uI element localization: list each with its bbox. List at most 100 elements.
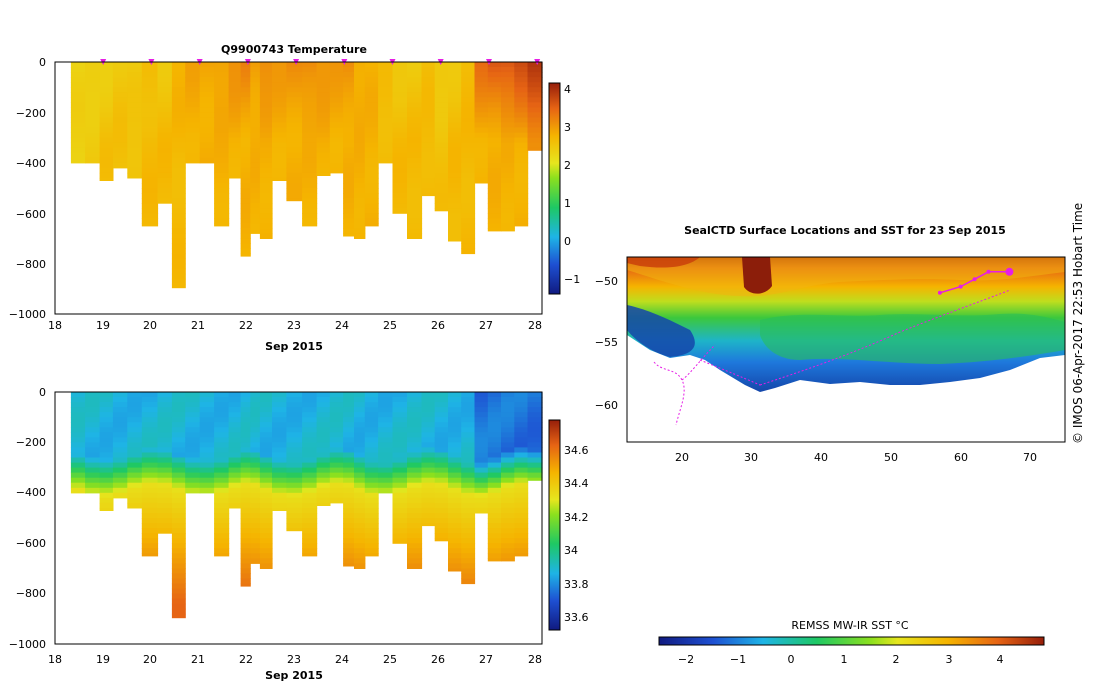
salinity-cell (434, 437, 449, 443)
temperature-cell (272, 112, 288, 118)
temperature-cell (407, 122, 423, 129)
temperature-colorbar: −1 0 1 2 3 4 (548, 82, 580, 295)
salinity-cell (127, 502, 143, 509)
salinity-cell (141, 447, 159, 453)
salinity-cell (448, 457, 462, 464)
temperature-cell (214, 188, 230, 194)
temperature-cell (240, 203, 251, 209)
salinity-cell (70, 412, 86, 418)
salinity-cell (272, 477, 288, 484)
temperature-cell (85, 62, 101, 68)
temperature-cell (250, 67, 261, 73)
temperature-cell (272, 117, 288, 123)
temperature-cell (259, 82, 273, 88)
salinity-cell (259, 553, 273, 559)
temperature-cell (302, 92, 318, 98)
salinity-cell (316, 472, 331, 479)
temperature-cell (302, 208, 318, 214)
salinity-cell (378, 452, 394, 459)
temperature-cell (85, 97, 101, 103)
temperature-cell (434, 87, 449, 93)
salinity-cell (461, 578, 476, 585)
temperature-cell (70, 157, 86, 164)
temperature-cell (354, 177, 366, 184)
temperature-cell (448, 112, 462, 118)
salinity-cell (461, 533, 476, 539)
temperature-cell (487, 127, 502, 134)
temperature-cell (302, 132, 318, 139)
salinity-cell (514, 528, 529, 534)
temperature-cell (286, 147, 303, 154)
salinity-cell (214, 442, 230, 448)
temperature-cell (85, 122, 101, 129)
salinity-cell (343, 563, 355, 567)
temperature-cell (171, 258, 186, 265)
salinity-cell (240, 568, 251, 574)
temperature-cell (141, 87, 159, 93)
temperature-cell (448, 117, 462, 123)
temperature-cell (487, 188, 502, 194)
salinity-cell (171, 472, 186, 479)
salinity-cell (514, 523, 529, 529)
salinity-cell (259, 477, 273, 484)
salinity-cell (171, 548, 186, 554)
salinity-y-tick-label: −1000 (9, 638, 46, 651)
salinity-cell (228, 442, 242, 448)
temperature-cell (329, 87, 344, 93)
temperature-cell (407, 107, 423, 113)
temperature-cell (228, 157, 242, 164)
temperature-cell (343, 87, 355, 93)
temperature-cell (112, 77, 128, 83)
temperature-cell (171, 152, 186, 159)
salinity-cell (501, 442, 515, 448)
salinity-cell (527, 457, 543, 464)
temperature-cell (240, 253, 251, 257)
temperature-cell (364, 62, 379, 68)
temperature-cell (214, 157, 230, 164)
salinity-cell (316, 427, 331, 433)
map-y-tick-label: −55 (595, 336, 618, 349)
temperature-cell (302, 172, 318, 179)
salinity-cell (448, 462, 462, 469)
salinity-cell (302, 548, 318, 554)
salinity-cell (343, 402, 355, 408)
salinity-cell (171, 563, 186, 569)
temperature-cell (448, 77, 462, 83)
temperature-cell (185, 67, 201, 73)
temperature-cell (214, 82, 230, 88)
salinity-cell (272, 497, 288, 504)
salinity-cell (272, 397, 288, 403)
temperature-cell (259, 233, 273, 239)
temperature-cell (461, 82, 476, 88)
temperature-cell (421, 112, 436, 118)
temperature-x-tick-label: 22 (239, 319, 253, 332)
temperature-cell (487, 107, 502, 113)
temperature-cell (378, 122, 394, 129)
temperature-cell (474, 97, 489, 103)
salinity-cell (487, 558, 502, 562)
salinity-cell (329, 462, 344, 469)
salinity-cell (461, 452, 476, 459)
temperature-cell (199, 67, 215, 73)
salinity-cell (250, 432, 261, 438)
salinity-cell (141, 392, 159, 398)
temperature-cell (259, 62, 273, 68)
temperature-cell (171, 82, 186, 88)
salinity-cell (434, 513, 449, 519)
salinity-cell (434, 457, 449, 464)
salinity-cell (272, 407, 288, 413)
temperature-cell (354, 142, 366, 149)
temperature-cell (240, 193, 251, 199)
temperature-cell (487, 198, 502, 204)
temperature-cell (421, 122, 436, 129)
salinity-cell (501, 538, 515, 544)
salinity-cell (329, 492, 344, 499)
salinity-cell (421, 477, 436, 484)
salinity-cell (250, 553, 261, 559)
temperature-cell (343, 127, 355, 134)
temperature-cell (514, 62, 529, 68)
salinity-cell (392, 437, 408, 443)
temperature-cell (448, 97, 462, 103)
salinity-cell (141, 492, 159, 499)
salinity-cell (302, 533, 318, 539)
